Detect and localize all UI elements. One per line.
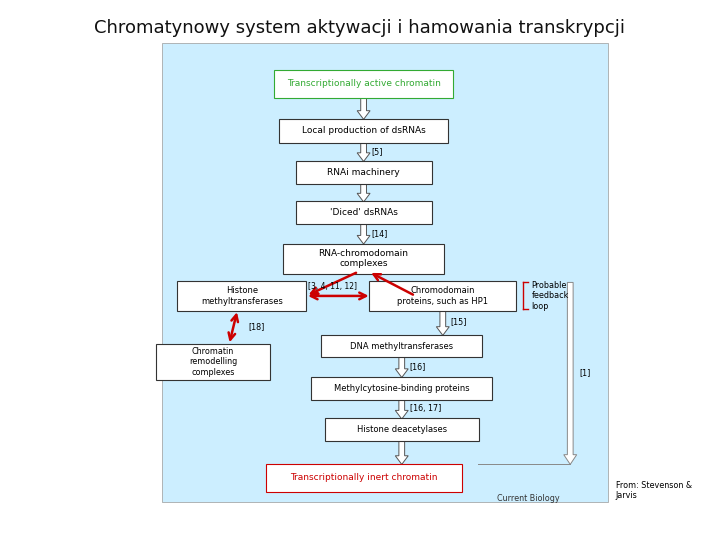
Text: RNAi machinery: RNAi machinery [327,168,400,177]
FancyBboxPatch shape [162,43,608,502]
FancyBboxPatch shape [266,464,462,492]
FancyBboxPatch shape [274,70,454,98]
FancyBboxPatch shape [325,418,479,441]
Polygon shape [357,141,370,161]
Polygon shape [436,309,449,335]
FancyBboxPatch shape [296,161,431,184]
Polygon shape [357,223,370,244]
Text: [3, 4, 11, 12]: [3, 4, 11, 12] [308,282,357,291]
FancyBboxPatch shape [156,344,270,380]
FancyBboxPatch shape [369,281,516,310]
FancyBboxPatch shape [279,119,448,143]
Text: Chromatynowy system aktywacji i hamowania transkrypcji: Chromatynowy system aktywacji i hamowani… [94,19,625,37]
Text: Current Biology: Current Biology [497,494,559,503]
Text: Chromodomain
proteins, such as HP1: Chromodomain proteins, such as HP1 [397,286,488,306]
Text: Probable
feedback
loop: Probable feedback loop [531,281,569,310]
Polygon shape [395,440,408,464]
Text: [16, 17]: [16, 17] [410,404,441,413]
Text: 'Diced' dsRNAs: 'Diced' dsRNAs [330,208,397,217]
Text: Transcriptionally inert chromatin: Transcriptionally inert chromatin [290,474,437,482]
FancyBboxPatch shape [296,201,431,224]
Text: Methylcytosine-binding proteins: Methylcytosine-binding proteins [334,384,469,393]
Text: [18]: [18] [248,322,265,331]
Text: [16]: [16] [410,362,426,371]
Polygon shape [357,97,370,119]
Polygon shape [395,356,408,377]
Text: RNA-chromodomain
complexes: RNA-chromodomain complexes [319,249,409,268]
Text: [1]: [1] [579,368,590,377]
Text: Histone deacetylases: Histone deacetylases [356,425,447,434]
Polygon shape [357,183,370,202]
Text: Histone
methyltransferases: Histone methyltransferases [201,286,283,306]
Text: Transcriptionally active chromatin: Transcriptionally active chromatin [287,79,441,88]
FancyBboxPatch shape [178,281,307,310]
Polygon shape [395,398,408,419]
Text: [15]: [15] [451,318,467,326]
Text: From: Stevenson &
Jarvis: From: Stevenson & Jarvis [616,481,692,500]
Text: [5]: [5] [372,147,383,156]
Text: Chromatin
remodelling
complexes: Chromatin remodelling complexes [189,347,238,377]
FancyBboxPatch shape [321,335,482,357]
FancyBboxPatch shape [283,244,444,274]
FancyBboxPatch shape [311,377,492,400]
Text: DNA methyltransferases: DNA methyltransferases [350,342,454,350]
Text: [14]: [14] [372,229,388,238]
Polygon shape [564,282,577,464]
Text: Local production of dsRNAs: Local production of dsRNAs [302,126,426,135]
